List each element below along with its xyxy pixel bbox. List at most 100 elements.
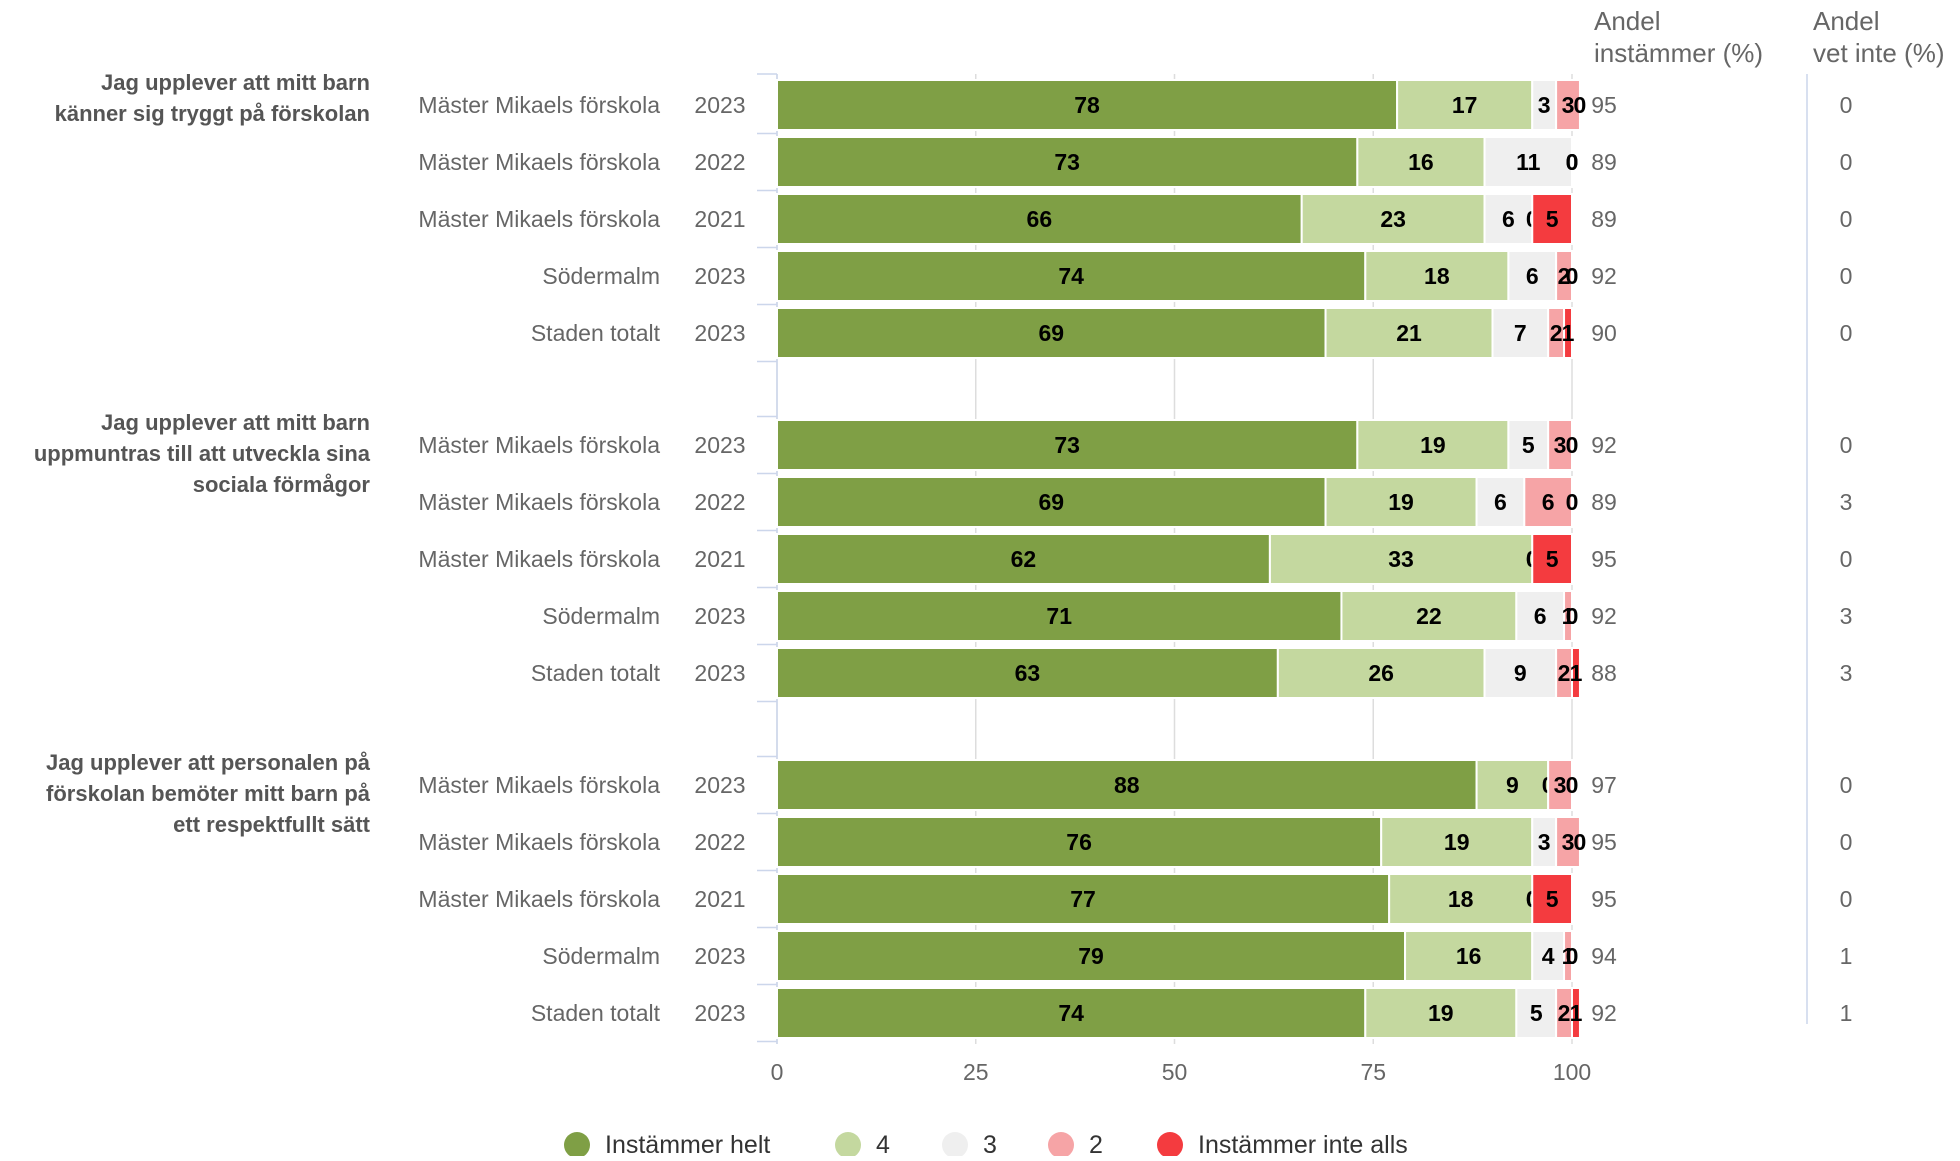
data-label: 11 [1516, 149, 1541, 175]
x-tick-label: 100 [1553, 1059, 1591, 1085]
row-unit-label: Staden totalt [531, 660, 661, 686]
data-label: 3 [1538, 829, 1551, 855]
bar-segment [776, 930, 1407, 982]
legend-marker [564, 1132, 590, 1158]
row-year-label: 2022 [694, 829, 745, 855]
legend-marker [942, 1132, 968, 1158]
x-tick-label: 25 [963, 1059, 989, 1085]
data-label: 69 [1038, 320, 1064, 346]
data-label: 78 [1074, 92, 1100, 118]
data-label: 5 [1546, 206, 1559, 232]
agree-header: Andel instämmer (%) [1594, 6, 1763, 68]
data-label: 6 [1542, 489, 1555, 515]
agree-value: 89 [1591, 489, 1617, 515]
data-label: 1 [1562, 320, 1575, 346]
agree-value: 92 [1591, 603, 1617, 629]
dont-know-value: 0 [1840, 546, 1853, 572]
legend-marker [1048, 1132, 1074, 1158]
bar-segment [1483, 193, 1534, 245]
bar-segment [1555, 816, 1581, 868]
question-label: Jag upplever att personalen på förskolan … [46, 750, 371, 837]
data-label: 3 [1554, 432, 1567, 458]
data-label: 1 [1562, 943, 1575, 969]
data-label: 2 [1558, 1000, 1571, 1026]
bar-segment [1340, 590, 1518, 642]
row-unit-label: Mäster Mikaels förskola [418, 886, 660, 912]
row-unit-label: Mäster Mikaels förskola [418, 829, 660, 855]
data-label: 0 [1566, 263, 1579, 289]
legend-label: 3 [983, 1131, 997, 1156]
row-unit-label: Södermalm [542, 943, 660, 969]
data-label: 2 [1558, 263, 1571, 289]
data-label: 3 [1554, 772, 1567, 798]
data-label: 0 [1566, 772, 1579, 798]
legend-label: 4 [876, 1131, 890, 1156]
bar-segment [1364, 250, 1510, 302]
data-label: 18 [1424, 263, 1450, 289]
data-label: 0 [1566, 149, 1579, 175]
agree-value: 95 [1591, 829, 1617, 855]
dont-know-value: 1 [1840, 1000, 1853, 1026]
bar-segment [1523, 476, 1574, 528]
data-label: 0 [1566, 943, 1579, 969]
row-unit-label: Mäster Mikaels förskola [418, 772, 660, 798]
agree-value: 92 [1591, 263, 1617, 289]
data-label: 0 [1566, 149, 1579, 175]
legend-marker [1157, 1132, 1183, 1158]
data-label: 0 [1566, 603, 1579, 629]
question-label: Jag upplever att mitt barn uppmuntras til… [34, 410, 371, 497]
data-label: 19 [1388, 489, 1414, 515]
data-label: 71 [1046, 603, 1072, 629]
data-label: 1 [1570, 1000, 1583, 1026]
dont-know-value: 0 [1840, 886, 1853, 912]
data-label: 16 [1456, 943, 1482, 969]
row-year-label: 2023 [694, 772, 745, 798]
dont-know-value: 1 [1840, 943, 1853, 969]
row-unit-label: Mäster Mikaels förskola [418, 546, 660, 572]
data-label: 22 [1416, 603, 1442, 629]
data-label: 4 [1542, 943, 1555, 969]
bar-segment [776, 307, 1327, 359]
row-unit-label: Mäster Mikaels förskola [418, 149, 660, 175]
bar-segment [776, 987, 1367, 1039]
row-year-label: 2023 [694, 320, 745, 346]
question-label: Jag upplever att mitt barn känner sig try… [55, 70, 370, 126]
bar-segment [1300, 193, 1486, 245]
dont-know-value: 0 [1840, 829, 1853, 855]
data-label: 26 [1368, 660, 1394, 686]
data-label: 5 [1546, 546, 1559, 572]
x-tick-label: 0 [771, 1059, 784, 1085]
bar-segment [1571, 987, 1581, 1039]
bar-segment [1531, 930, 1566, 982]
row-unit-label: Mäster Mikaels förskola [418, 92, 660, 118]
data-label: 1 [1570, 660, 1583, 686]
dont-know-value: 0 [1840, 320, 1853, 346]
bar-segment [1547, 759, 1574, 811]
row-year-label: 2023 [694, 432, 745, 458]
bar-segment [1571, 647, 1581, 699]
row-year-label: 2021 [694, 886, 745, 912]
agree-value: 95 [1591, 92, 1617, 118]
dont-know-header: Andel vet inte (%) [1813, 6, 1945, 68]
bar-segment [1404, 930, 1534, 982]
bar-segment [1388, 873, 1534, 925]
row-year-label: 2023 [694, 92, 745, 118]
legend-label: Instämmer helt [605, 1131, 770, 1156]
bar-segment [1555, 250, 1573, 302]
data-label: 5 [1546, 886, 1559, 912]
data-label: 19 [1428, 1000, 1454, 1026]
row-year-label: 2022 [694, 489, 745, 515]
row-year-label: 2023 [694, 1000, 745, 1026]
bar-segment [1531, 533, 1573, 585]
data-label: 9 [1514, 660, 1527, 686]
data-label: 18 [1448, 886, 1474, 912]
bar-segment [1324, 307, 1494, 359]
bar-segment [776, 79, 1399, 131]
bar-segment [1563, 590, 1574, 642]
data-label: 0 [1566, 432, 1579, 458]
bar-segment [1475, 476, 1526, 528]
data-label: 73 [1054, 149, 1080, 175]
bar-segment [776, 136, 1359, 188]
